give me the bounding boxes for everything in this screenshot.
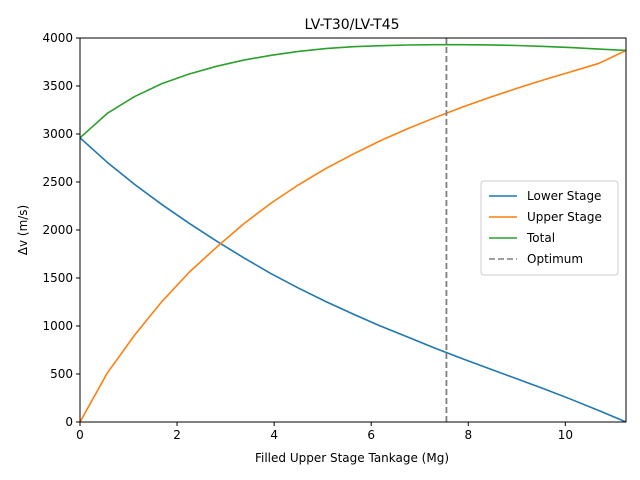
y-tick-label: 2000	[42, 223, 73, 237]
legend: Lower Stage Upper Stage Total Optimum	[480, 180, 619, 276]
y-tick-label: 3500	[42, 79, 73, 93]
axes: 0 2 4 6 8 10 0 500 1000 1500 2000 2500 3000 3500 4000	[42, 31, 627, 442]
plot-lines	[80, 38, 626, 422]
legend-label-optimum: Optimum	[527, 252, 583, 266]
y-tick-label: 2500	[42, 175, 73, 189]
series-upper-stage-line	[80, 49, 626, 422]
y-axis-label: Δv (m/s)	[16, 205, 30, 255]
y-tick-label: 1000	[42, 319, 73, 333]
y-tick-label: 0	[65, 415, 73, 429]
x-tick-label: 4	[270, 428, 278, 442]
x-tick-label: 6	[367, 428, 375, 442]
legend-box	[480, 180, 619, 276]
x-tick-label: 0	[76, 428, 84, 442]
x-tick-label: 8	[464, 428, 472, 442]
x-tick-label: 2	[173, 428, 181, 442]
x-axis-label: Filled Upper Stage Tankage (Mg)	[255, 451, 449, 465]
legend-label-lower-stage: Lower Stage	[527, 189, 601, 203]
chart-title: LV-T30/LV-T45	[304, 17, 399, 33]
y-tick-label: 1500	[42, 271, 73, 285]
series-total-line	[80, 43, 626, 139]
y-tick-label: 4000	[42, 31, 73, 45]
legend-label-upper-stage: Upper Stage	[527, 210, 602, 224]
y-tick-label: 500	[50, 367, 73, 381]
x-tick-label: 10	[558, 428, 573, 442]
legend-label-total: Total	[526, 231, 555, 245]
series-lower-stage-line	[80, 137, 626, 422]
y-tick-label: 3000	[42, 127, 73, 141]
